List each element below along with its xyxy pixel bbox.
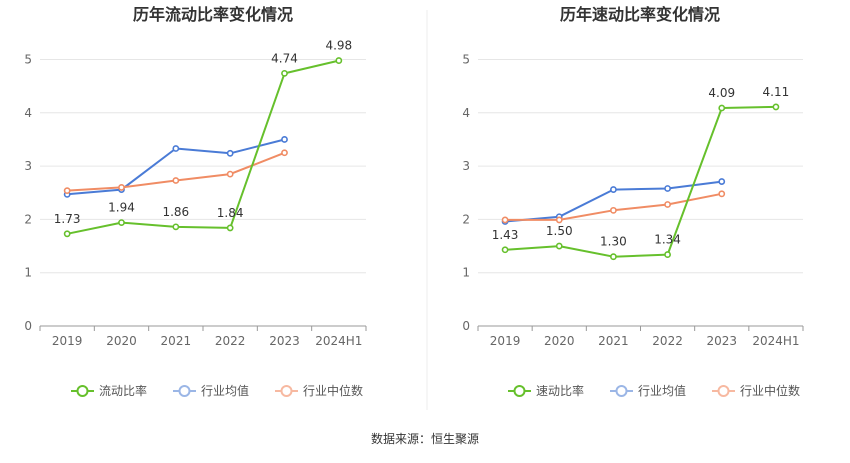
data-label: 1.86: [162, 205, 189, 219]
data-label: 4.74: [271, 51, 298, 65]
y-tick-label: 5: [24, 53, 32, 67]
data-point-main: [335, 57, 343, 64]
data-point-avg: [664, 185, 671, 192]
data-label: 1.43: [492, 228, 519, 242]
series-line-main: [66, 59, 340, 235]
data-point-main: [501, 246, 509, 254]
data-point-avg: [226, 149, 234, 157]
legend-marker: [717, 385, 730, 397]
x-tick-label: 2022: [652, 334, 683, 348]
x-tick-label: 2020: [544, 334, 575, 348]
x-tick-label: 2020: [106, 334, 137, 348]
data-point-main: [772, 103, 780, 111]
y-tick-label: 1: [24, 266, 32, 280]
chart-title: 历年速动比率变化情况: [560, 5, 720, 24]
y-tick-label: 2: [462, 212, 470, 226]
series-line-median: [67, 151, 285, 192]
data-point-median: [281, 149, 288, 157]
legend-marker: [280, 385, 293, 397]
y-tick-label: 3: [24, 159, 32, 173]
data-point-main: [555, 242, 563, 250]
data-label: 1.94: [108, 201, 135, 215]
chart-title: 历年流动比率变化情况: [133, 5, 293, 24]
legend-marker: [76, 385, 89, 397]
data-point-median: [555, 216, 563, 224]
data-point-avg: [281, 136, 288, 143]
data-point-median: [501, 216, 509, 224]
y-tick-label: 3: [462, 159, 470, 173]
x-tick-label: 2021: [161, 334, 192, 348]
data-point-main: [63, 230, 71, 238]
legend-label: 行业中位数: [303, 383, 363, 398]
data-point-median: [172, 177, 180, 184]
y-tick-label: 4: [462, 106, 470, 120]
data-label: 1.50: [546, 224, 573, 238]
data-point-main: [172, 223, 180, 231]
data-point-avg: [610, 186, 617, 193]
data-point-main: [281, 69, 288, 77]
x-tick-label: 2021: [598, 334, 629, 348]
series-line-main: [505, 105, 776, 258]
y-tick-label: 2: [24, 212, 32, 226]
data-source-note: 数据来源：恒生聚源: [371, 431, 479, 446]
x-tick-label: 2022: [215, 334, 246, 348]
data-point-avg: [172, 145, 180, 152]
data-point-main: [718, 104, 726, 112]
y-tick-label: 0: [462, 319, 470, 333]
data-label: 4.98: [325, 39, 352, 53]
data-label: 1.30: [600, 235, 627, 249]
y-tick-label: 1: [462, 266, 470, 280]
data-point-median: [63, 187, 71, 195]
legend-label: 流动比率: [99, 383, 147, 398]
chart-2: 历年速动比率变化情况 0 1 2 3 4 5 2019 2020 2021 2022 2023 2024…: [462, 5, 804, 398]
data-point-avg: [718, 178, 726, 185]
chart-1: 历年流动比率变化情况 0 1 2 3 4 5 2019 2020 2021 2022 2023 2024…: [24, 5, 367, 398]
data-point-median: [664, 201, 671, 208]
x-tick-label: 2023: [706, 334, 737, 348]
data-point-main: [610, 253, 617, 261]
data-point-median: [718, 190, 726, 198]
legend-label: 行业中位数: [740, 383, 800, 398]
legend-label: 速动比率: [536, 383, 584, 398]
x-tick-label: 2019: [490, 334, 521, 348]
data-point-median: [226, 170, 234, 178]
data-label: 4.09: [708, 86, 735, 100]
x-tick-label: 2019: [52, 334, 83, 348]
data-label: 1.73: [54, 212, 81, 226]
data-point-main: [226, 224, 234, 232]
data-point-main: [664, 251, 671, 258]
data-label: 4.11: [763, 85, 790, 99]
data-point-main: [118, 219, 125, 226]
x-tick-label: 2024H1: [315, 334, 362, 348]
data-point-median: [610, 206, 617, 214]
x-tick-label: 2024H1: [752, 334, 799, 348]
legend-marker: [178, 385, 191, 397]
legend-label: 行业均值: [638, 383, 686, 398]
y-tick-label: 4: [24, 106, 32, 120]
data-point-median: [118, 184, 125, 191]
x-tick-label: 2023: [269, 334, 300, 348]
data-label: 1.84: [217, 206, 244, 220]
y-tick-label: 0: [24, 319, 32, 333]
data-label: 1.34: [654, 233, 681, 247]
legend-label: 行业均值: [201, 383, 249, 398]
legend-marker: [615, 385, 628, 397]
legend-marker: [513, 385, 526, 397]
y-tick-label: 5: [462, 53, 470, 67]
